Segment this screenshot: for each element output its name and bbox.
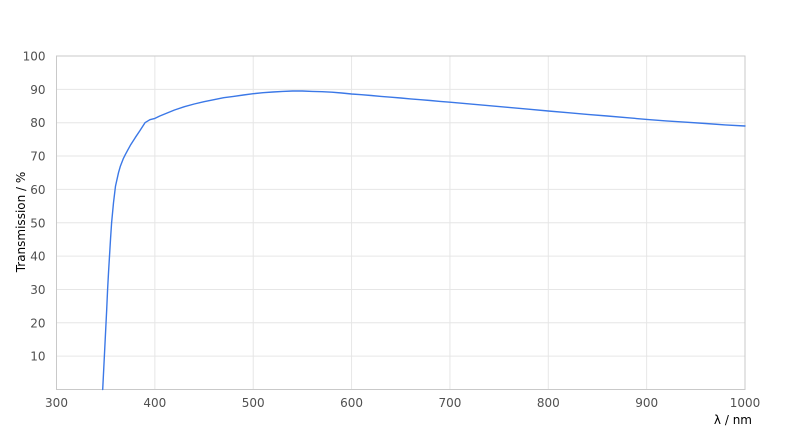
y-tick-label: 40	[30, 250, 45, 264]
y-tick-label: 90	[30, 83, 45, 97]
x-tick-label: 400	[143, 396, 166, 410]
x-tick-label: 600	[340, 396, 363, 410]
series-layer	[101, 90, 746, 391]
plot-border	[56, 55, 746, 390]
y-tick-label: 60	[30, 183, 45, 197]
y-tick-label: 100	[23, 50, 46, 64]
grid-layer	[56, 55, 746, 390]
y-axis-title: Transmission / %	[14, 172, 28, 274]
y-tick-label: 30	[30, 283, 45, 297]
x-tick-label: 300	[45, 396, 68, 410]
series-line-transmission-curve	[101, 90, 746, 391]
x-tick-label: 1000	[730, 396, 761, 410]
y-tick-label: 20	[30, 316, 45, 330]
y-tick-label: 80	[30, 116, 45, 130]
x-tick-label: 900	[635, 396, 658, 410]
y-tick-label: 50	[30, 216, 45, 230]
x-tick-label: 800	[537, 396, 560, 410]
tick-label-layer: 10 20 30 40 50 60 70 80 90 100 300 400 500 600 700 800 9…	[23, 50, 761, 411]
x-axis-title: λ / nm	[714, 413, 752, 427]
x-tick-label: 700	[438, 396, 461, 410]
y-tick-label: 10	[30, 350, 45, 364]
y-tick-label: 70	[30, 150, 45, 164]
x-tick-label: 500	[242, 396, 265, 410]
